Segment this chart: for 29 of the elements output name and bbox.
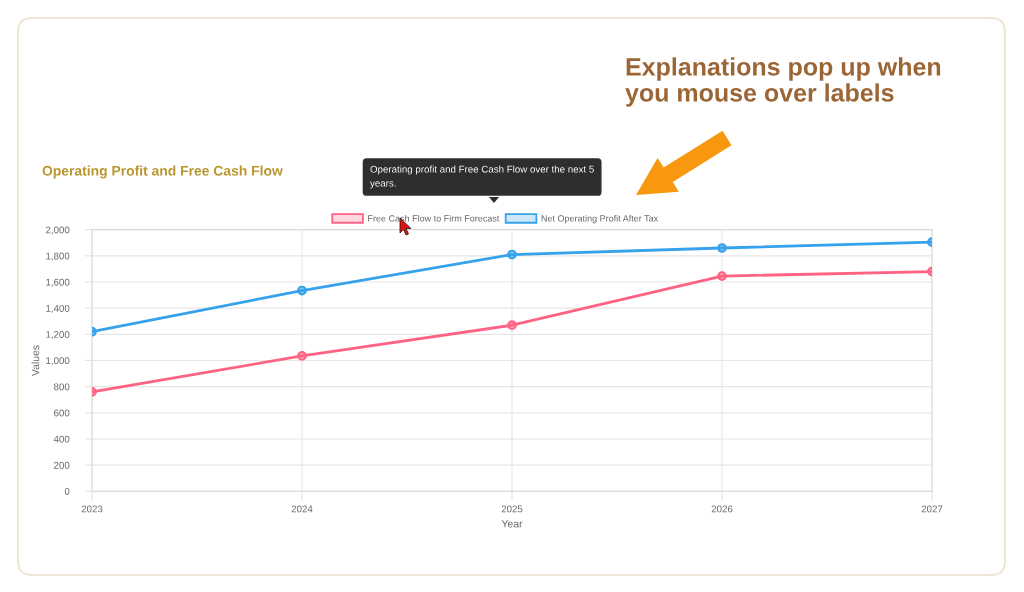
x-axis-title: Year — [501, 520, 523, 528]
legend-label: Free Cash Flow to Firm Forecast — [368, 214, 500, 222]
y-tick-label: 2,000 — [45, 226, 70, 235]
chart-title: Operating Profit and Free Cash Flow — [42, 165, 283, 179]
point — [507, 249, 517, 260]
y-tick-label: 1,800 — [46, 252, 70, 261]
y-tick-label: 1,600 — [46, 278, 70, 287]
text: Explanations pop up when you mouse over labels — [625, 57, 941, 107]
legend-label: Net Operating Profit After Tax — [541, 214, 659, 224]
point — [717, 243, 727, 253]
x-tick-label: 2027 — [921, 505, 943, 513]
y-tick-label: 1,200 — [46, 331, 70, 340]
x-tick-label: 2023 — [81, 505, 103, 513]
x-tick-label: 2025 — [501, 505, 523, 513]
y-tick-label: 0 — [64, 488, 70, 495]
y-tick-label: 1,000 — [46, 357, 70, 366]
y-tick-label: 400 — [53, 435, 70, 443]
point — [297, 351, 307, 361]
y-axis-title: Values — [31, 345, 40, 376]
point — [297, 285, 307, 296]
x-tick-label: 2026 — [711, 505, 733, 513]
y-tick-label: 1,400 — [46, 304, 70, 313]
y-tick-label: 200 — [54, 461, 70, 469]
y-tick-label: 800 — [53, 383, 70, 391]
x-tick-label: 2024 — [291, 505, 313, 513]
y-tick-label: 600 — [54, 409, 70, 417]
text: Operating profit and Free Cash Flow over the next 5 years. — [370, 165, 594, 189]
point — [717, 271, 727, 281]
point — [507, 320, 517, 331]
